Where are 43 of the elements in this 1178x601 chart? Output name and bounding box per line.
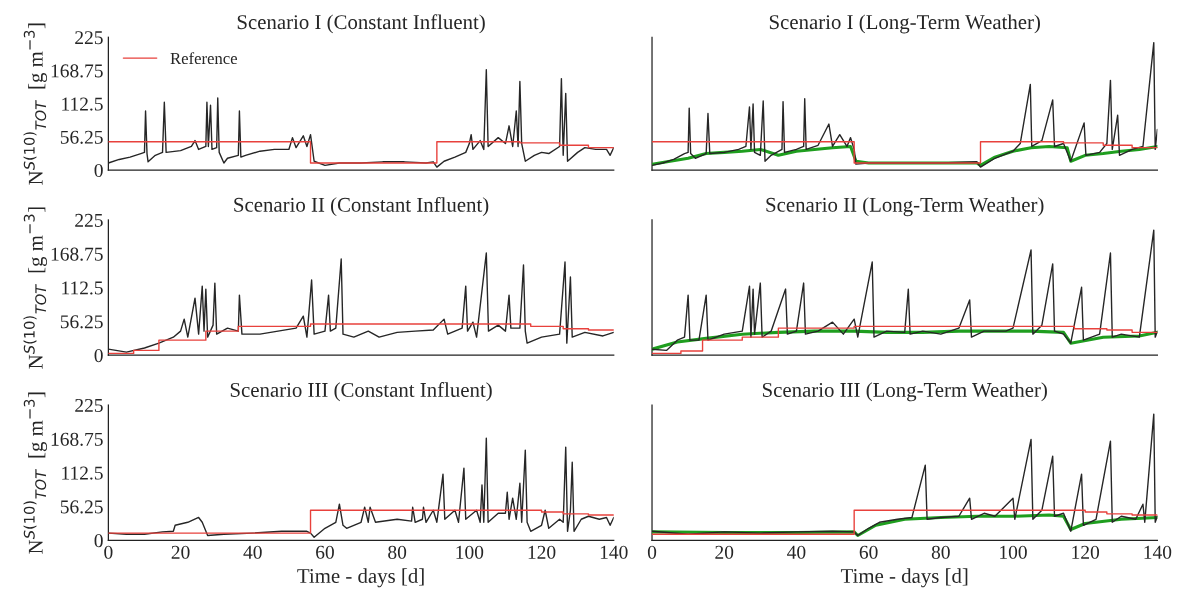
y-tick-label: 112.5: [62, 281, 103, 295]
x-tick-label: 100: [1000, 545, 1027, 559]
y-tick-label: 112.5: [62, 466, 103, 480]
x-tick-label: 140: [600, 545, 628, 559]
y-tick-label: 56.25: [60, 500, 103, 514]
chart-title: Scenario I (Constant Influent): [237, 14, 485, 34]
y-tick-label: 0: [94, 163, 103, 178]
x-tick-label: 120: [528, 545, 556, 559]
y-tick-label: 112.5: [62, 97, 103, 111]
y-tick-label: 225: [75, 213, 103, 227]
y-tick-label: 0: [94, 349, 103, 363]
chart-title: Scenario III (Constant Influent): [230, 382, 492, 402]
x-tick-label: 80: [931, 545, 950, 559]
x-tick-label: 80: [388, 545, 407, 559]
x-tick-label: 0: [647, 545, 657, 559]
x-tick-label: 100: [456, 545, 484, 559]
y-tick-label: 225: [75, 398, 103, 413]
chart-title: Scenario II (Constant Influent): [234, 196, 489, 217]
y-tick-label: 168.75: [51, 432, 103, 446]
x-tick-label: 20: [171, 545, 190, 559]
x-tick-label: 0: [104, 545, 113, 559]
x-tick-label: 120: [1072, 545, 1100, 559]
chart-title: Scenario I (Long-Term Weather): [769, 14, 1040, 34]
x-axis-title: Time - days [d]: [297, 568, 424, 588]
y-axis-title: N$^{S(10)}$$_{TOT}$ [g m$^{−3}$]: [23, 207, 48, 369]
x-tick-label: 40: [243, 545, 262, 559]
y-tick-label: 225: [75, 31, 103, 45]
y-axis-title: N$^{S(10)}$$_{TOT}$ [g m$^{−3}$]: [23, 392, 48, 554]
x-tick-label: 60: [859, 545, 878, 559]
y-tick-label: 168.75: [51, 64, 103, 78]
y-tick-label: 56.25: [60, 315, 103, 329]
x-tick-label: 140: [1144, 545, 1172, 559]
y-tick-label: 0: [94, 534, 103, 548]
chart-title: Scenario II (Long-Term Weather): [766, 197, 1044, 217]
x-tick-label: 40: [787, 545, 806, 559]
legend-label: Reference: [170, 52, 237, 65]
x-tick-label: 20: [715, 545, 734, 559]
y-tick-label: 168.75: [51, 247, 103, 261]
x-axis-title: Time - days [d]: [840, 568, 968, 588]
chart-title: Scenario III (Long-Term Weather): [762, 382, 1047, 402]
x-tick-label: 60: [316, 545, 334, 559]
y-tick-label: 56.25: [60, 130, 103, 144]
y-axis-title: N$^{S(10)}$$_{TOT}$ [g m$^{−3}$]: [23, 23, 48, 185]
